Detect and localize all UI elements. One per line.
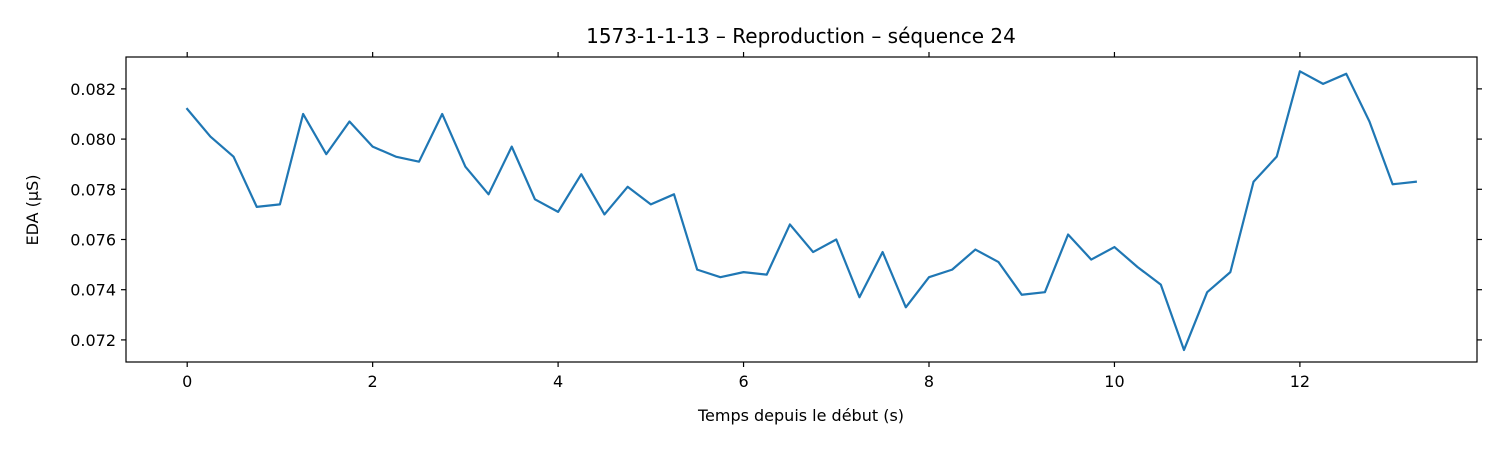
x-tick-label: 0	[182, 372, 192, 391]
x-axis-label: Temps depuis le début (s)	[697, 406, 904, 425]
y-tick-label: 0.072	[70, 331, 116, 350]
x-tick-label: 8	[924, 372, 934, 391]
y-tick-label: 0.076	[70, 230, 116, 249]
y-tick-label: 0.074	[70, 281, 116, 300]
y-tick-label: 0.080	[70, 130, 116, 149]
plot-area: 0 2 4 6 8 10 12 0.072 0.074 0.076 0.078 0.080 0.082	[70, 52, 1482, 391]
y-tick-label: 0.078	[70, 180, 116, 199]
x-tick-label: 2	[368, 372, 378, 391]
x-tick-label: 12	[1290, 372, 1310, 391]
plot-frame	[125, 56, 1478, 363]
x-tick-label: 4	[553, 372, 563, 391]
y-tick-label: 0.082	[70, 80, 116, 99]
chart-title: 1573-1-1-13 – Reproduction – séquence 24	[586, 24, 1016, 48]
y-axis-label: EDA (µS)	[23, 175, 42, 246]
series-line-0	[185, 70, 1418, 352]
x-tick-label: 10	[1104, 372, 1124, 391]
x-tick-label: 6	[738, 372, 748, 391]
